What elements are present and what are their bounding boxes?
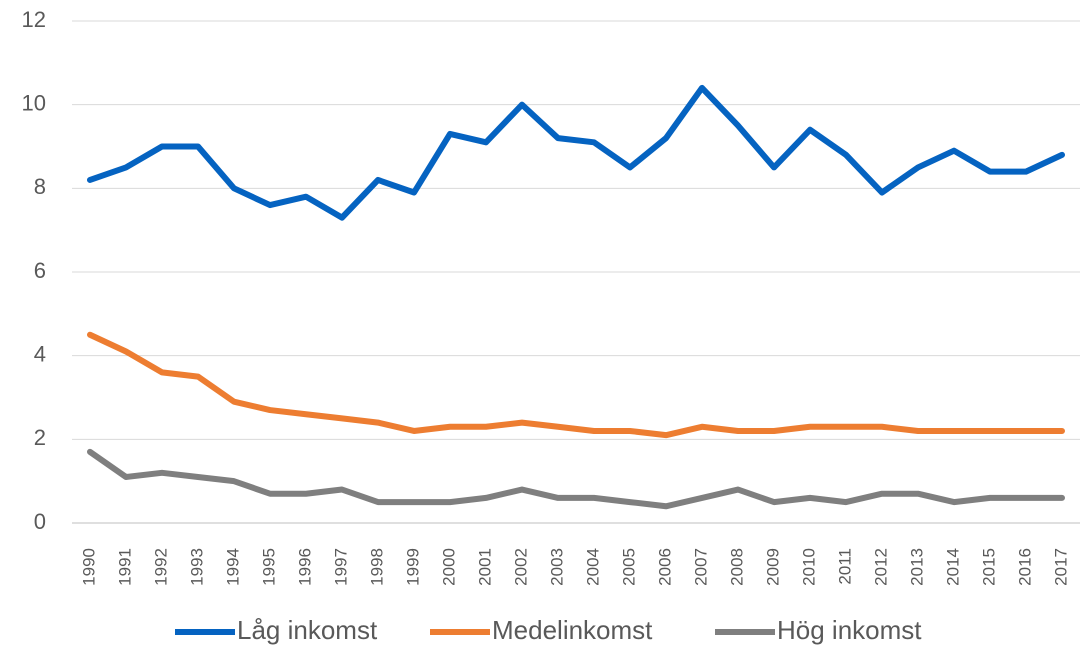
x-tick-label: 1995	[259, 548, 278, 586]
x-tick-label: 2008	[727, 548, 746, 586]
y-tick-label: 10	[22, 90, 46, 115]
y-tick-label: 0	[34, 509, 46, 534]
x-tick-label: 1992	[151, 548, 170, 586]
x-tick-label: 2015	[979, 548, 998, 586]
x-tick-label: 1999	[403, 548, 422, 586]
x-tick-label: 1993	[187, 548, 206, 586]
y-tick-label: 4	[34, 341, 46, 366]
x-tick-label: 2016	[1015, 548, 1034, 586]
legend-label: Hög inkomst	[777, 615, 922, 645]
x-tick-label: 2004	[583, 548, 602, 586]
x-tick-label: 1994	[223, 548, 242, 586]
series-line	[87, 448, 1065, 510]
x-tick-label: 2007	[691, 548, 710, 586]
x-tick-label: 1996	[295, 548, 314, 586]
x-tick-label: 2009	[763, 548, 782, 586]
legend-label: Låg inkomst	[237, 615, 378, 645]
x-tick-label: 2005	[619, 548, 638, 586]
x-tick-label: 2003	[547, 548, 566, 586]
x-tick-label: 2006	[655, 548, 674, 586]
x-tick-label: 2000	[439, 548, 458, 586]
y-tick-label: 8	[34, 174, 46, 199]
x-tick-label: 1998	[367, 548, 386, 586]
series-line	[87, 84, 1065, 221]
y-tick-label: 12	[22, 7, 46, 32]
x-tick-label: 2011	[835, 548, 854, 585]
x-tick-label: 2010	[799, 548, 818, 586]
x-tick-label: 2017	[1051, 548, 1070, 586]
x-tick-label: 1997	[331, 548, 350, 586]
x-tick-label: 2013	[907, 548, 926, 586]
y-tick-label: 2	[34, 425, 46, 450]
x-tick-label: 2014	[943, 548, 962, 586]
x-tick-label: 1990	[79, 548, 98, 586]
x-tick-label: 2002	[511, 548, 530, 586]
y-tick-label: 6	[34, 258, 46, 283]
legend-label: Medelinkomst	[492, 615, 653, 645]
series-line	[87, 331, 1065, 439]
x-tick-label: 1991	[115, 548, 134, 586]
x-tick-label: 2001	[475, 548, 494, 586]
x-tick-label: 2012	[871, 548, 890, 586]
